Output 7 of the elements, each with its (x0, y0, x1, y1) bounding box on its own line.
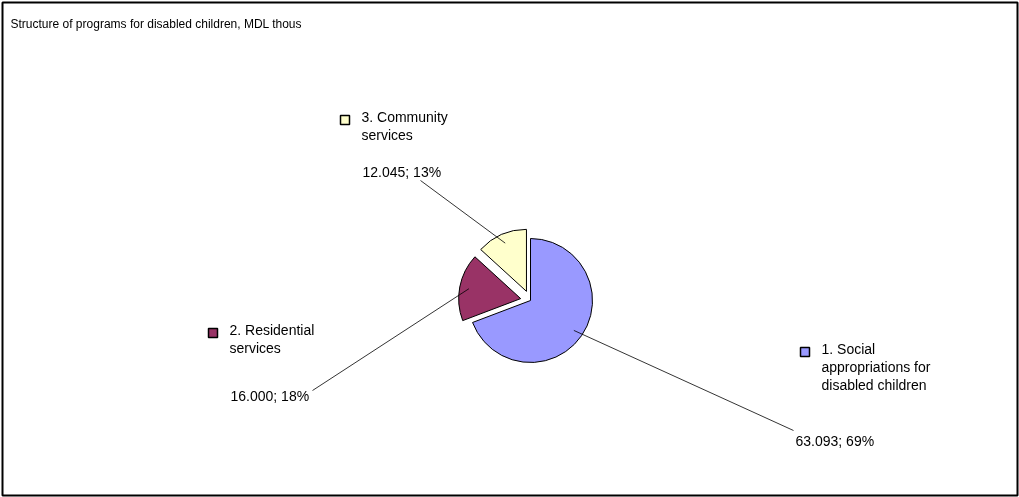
data-label: 63.093; 69% (795, 432, 875, 449)
chart-title: Structure of programs for disabled children, MDL thous (10, 16, 302, 31)
legend-label: 3. Community services (361, 108, 448, 143)
data-label: 12.045; 13% (362, 163, 442, 180)
legend-label: 1. Social appropriations for disabled children (821, 340, 931, 394)
data-label: 16.000; 18% (230, 387, 310, 404)
legend-label: 2. Residential services (229, 321, 315, 356)
